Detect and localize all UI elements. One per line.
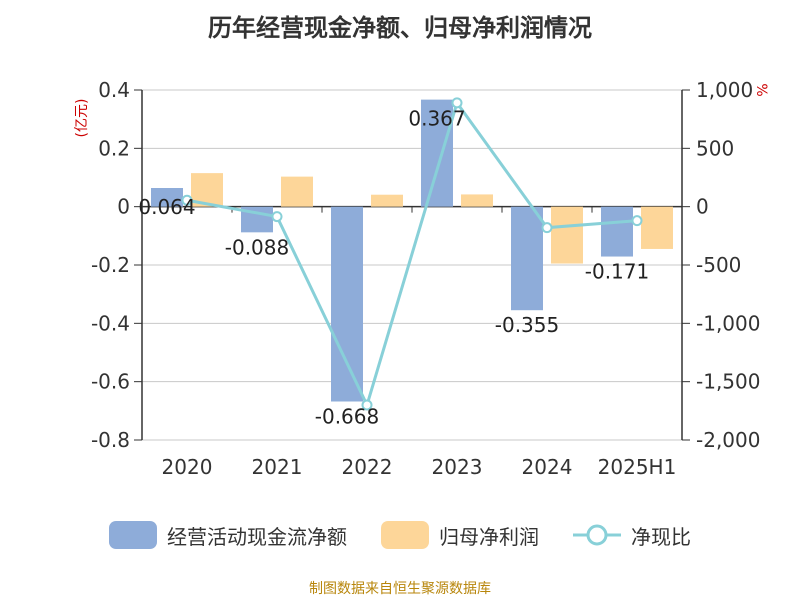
bar-net-profit — [551, 206, 583, 264]
left-tick-label: -0.4 — [91, 311, 130, 335]
bar-cashflow — [601, 206, 633, 257]
data-label-cashflow: -0.088 — [225, 235, 289, 259]
data-label-cashflow: -0.171 — [585, 260, 649, 284]
x-tick-label: 2023 — [432, 455, 483, 479]
legend-label-net-profit: 归母净利润 — [439, 524, 539, 549]
legend-line-circle-icon — [573, 524, 621, 546]
x-tick-label: 2020 — [162, 455, 213, 479]
bar-cashflow — [511, 206, 543, 311]
right-tick-label: -1,000 — [696, 311, 760, 335]
right-tick-label: -2,000 — [696, 428, 760, 452]
left-tick-label: 0.4 — [98, 78, 130, 102]
legend-label-cash-ratio: 净现比 — [631, 524, 691, 549]
right-tick-label: 0 — [696, 195, 709, 219]
legend: 经营活动现金流净额 归母净利润 净现比 — [0, 518, 800, 552]
chart-title: 历年经营现金净额、归母净利润情况 — [208, 14, 592, 42]
left-tick-label: 0 — [117, 195, 130, 219]
right-tick-label: -500 — [696, 253, 741, 277]
left-tick-label: 0.2 — [98, 136, 130, 160]
data-label-cashflow: -0.668 — [315, 405, 379, 429]
bar-net-profit — [641, 206, 673, 249]
right-axis-unit: % — [753, 83, 769, 96]
legend-item-cash-ratio[interactable]: 净现比 — [573, 521, 691, 550]
legend-item-cashflow[interactable]: 经营活动现金流净额 — [109, 521, 347, 550]
data-label-cashflow: -0.355 — [495, 313, 559, 337]
point-cash-ratio — [361, 399, 373, 411]
left-tick-label: -0.8 — [91, 428, 130, 452]
left-tick-label: -0.2 — [91, 253, 130, 277]
data-source: 制图数据来自恒生聚源数据库 — [309, 581, 491, 597]
left-tick-label: -0.6 — [91, 370, 130, 394]
bar-net-profit — [461, 194, 493, 207]
right-tick-label: 500 — [696, 136, 734, 160]
legend-item-net-profit[interactable]: 归母净利润 — [381, 521, 539, 550]
bar-cashflow — [151, 188, 183, 207]
point-cash-ratio — [181, 194, 193, 206]
left-axis-unit: (亿元) — [74, 99, 90, 138]
x-tick-label: 2025H1 — [598, 455, 677, 479]
x-tick-label: 2022 — [342, 455, 393, 479]
point-cash-ratio — [451, 97, 463, 109]
right-tick-label: -1,500 — [696, 370, 760, 394]
legend-swatch-cashflow — [109, 521, 157, 549]
legend-swatch-net-profit — [381, 521, 429, 549]
point-cash-ratio — [271, 211, 283, 223]
line-cash-ratio — [186, 99, 638, 410]
data-label-cashflow: 0.064 — [138, 195, 195, 219]
x-tick-label: 2021 — [252, 455, 303, 479]
data-label-cashflow: 0.367 — [408, 107, 465, 131]
bar-cashflow — [331, 206, 363, 402]
bar-cashflow — [421, 99, 453, 207]
point-cash-ratio — [541, 222, 553, 234]
right-tick-label: 1,000 — [696, 78, 753, 102]
bar-net-profit — [281, 176, 313, 207]
legend-label-cashflow: 经营活动现金流净额 — [167, 524, 347, 549]
bar-net-profit — [371, 194, 403, 207]
x-tick-label: 2024 — [522, 455, 573, 479]
point-cash-ratio — [631, 215, 643, 227]
